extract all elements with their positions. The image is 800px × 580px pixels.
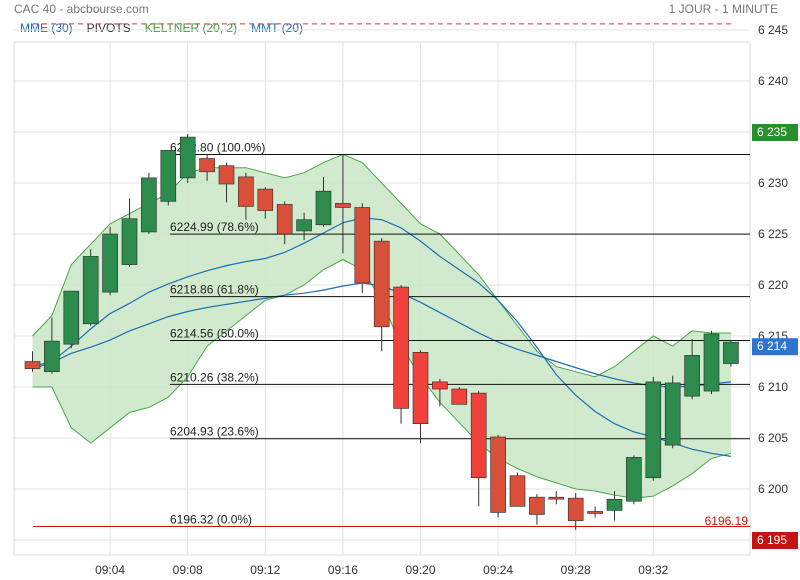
candle-body: [238, 176, 254, 207]
last-low-label: 6196.19: [705, 514, 749, 528]
candle-body: [354, 207, 371, 284]
candle-body: [315, 190, 332, 226]
legend-keltner[interactable]: KELTNER (20, 2): [144, 21, 238, 35]
candle-body: [335, 203, 351, 208]
candle-body: [703, 333, 720, 392]
legend-mme[interactable]: MME (30): [20, 21, 73, 35]
candle-body: [218, 165, 235, 185]
fib-label: 6218.86 (61.8%): [170, 283, 259, 297]
candle-body: [529, 496, 545, 515]
candle-body: [470, 392, 487, 479]
price-marker-box: [752, 338, 798, 356]
indicator-legend: MME (30) PIVOTS KELTNER (20, 2) MMT (20): [20, 21, 303, 35]
candle-body: [723, 341, 739, 364]
y-tick-label: 6 200: [758, 482, 788, 496]
price-marker-box: [752, 124, 798, 141]
candle-body: [257, 188, 274, 211]
keltner-channel-fill: [32, 154, 731, 499]
fib-label: 6196.32 (0.0%): [170, 513, 252, 527]
candle-body: [296, 219, 312, 232]
candle-body: [141, 177, 157, 233]
y-tick-label: 6 240: [758, 74, 788, 88]
x-tick-label: 09:28: [561, 563, 591, 577]
x-tick-label: 09:20: [405, 563, 435, 577]
candle-body: [548, 496, 565, 500]
candle-body: [684, 355, 700, 397]
candle-body: [276, 204, 293, 235]
x-tick-label: 09:12: [250, 563, 280, 577]
candle-body: [63, 290, 80, 345]
candle-body: [121, 218, 138, 265]
candle-body: [664, 382, 681, 446]
candle-body: [44, 340, 60, 373]
legend-mmt[interactable]: MMT (20): [251, 21, 303, 35]
candle-body: [82, 256, 99, 325]
fib-label: 6204.93 (23.6%): [170, 425, 259, 439]
chart-title: CAC 40 - abcbourse.com: [14, 2, 149, 16]
period-label: 1 JOUR - 1 MINUTE: [668, 2, 778, 16]
candle-body: [199, 158, 215, 173]
candle-body: [451, 388, 468, 405]
candle-body: [509, 475, 526, 507]
x-tick-label: 09:32: [638, 563, 668, 577]
fib-label: 6214.56 (50.0%): [170, 326, 259, 340]
candle-body: [179, 136, 196, 179]
candle-body: [626, 457, 642, 502]
fib-label: 6210.26 (38.2%): [170, 370, 259, 384]
candle-body: [645, 381, 662, 479]
y-tick-label: 6 205: [758, 431, 788, 445]
price-marker-label: 6 195: [757, 533, 787, 547]
x-tick-label: 09:08: [173, 563, 203, 577]
price-marker-label: 6 235: [757, 125, 787, 139]
candle-body: [432, 381, 448, 390]
y-tick-label: 6 220: [758, 278, 788, 292]
candle-body: [102, 233, 118, 293]
candle-body: [373, 240, 390, 328]
price-marker-label: 6 214: [757, 339, 787, 353]
legend-pivots[interactable]: PIVOTS: [86, 21, 131, 35]
y-tick-label: 6 230: [758, 176, 788, 190]
x-tick-label: 09:24: [483, 563, 513, 577]
candle-body: [606, 498, 623, 511]
y-tick-label: 6 225: [758, 227, 788, 241]
candle-body: [490, 436, 506, 513]
x-tick-label: 09:04: [95, 563, 125, 577]
ma-short-line: [32, 217, 731, 457]
candle-body: [412, 352, 429, 425]
candle-body: [587, 511, 603, 514]
y-tick-label: 6 210: [758, 380, 788, 394]
price-marker-box: [752, 532, 798, 549]
candle-body: [393, 286, 409, 409]
y-tick-label: 6 245: [758, 23, 788, 37]
fib-label: 6224.99 (78.6%): [170, 220, 259, 234]
candle-body: [160, 150, 177, 202]
x-tick-label: 09:16: [328, 563, 358, 577]
candle-body: [567, 497, 584, 521]
candle-body: [24, 361, 41, 369]
